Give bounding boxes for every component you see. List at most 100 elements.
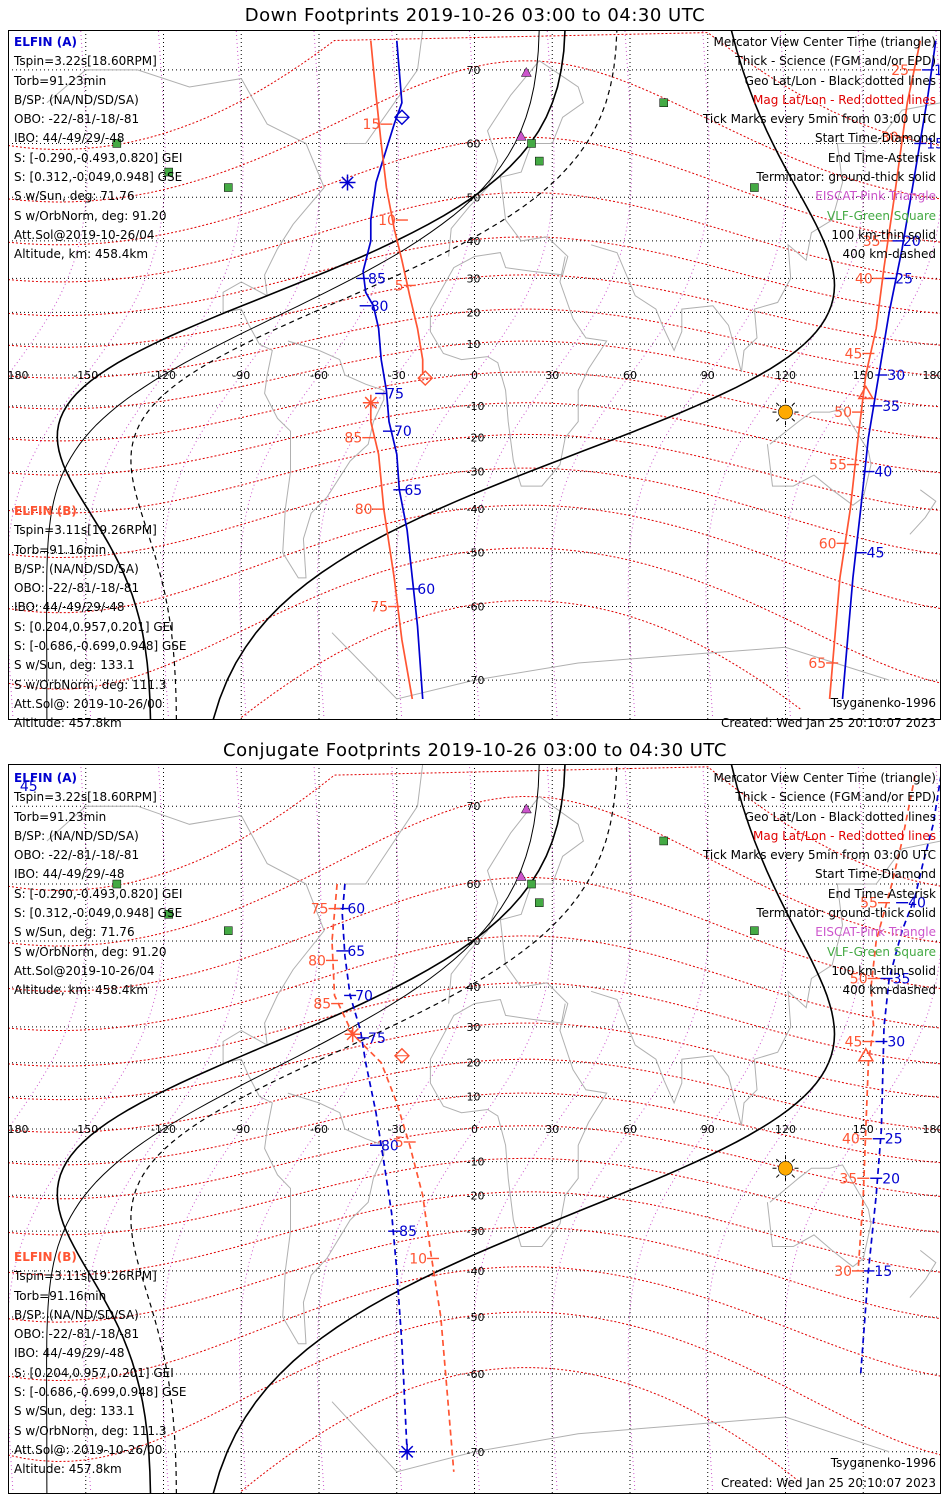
legend-400km: 400 km-dashed: [842, 983, 936, 998]
panel-title: Conjugate Footprints 2019-10-26 03:00 to…: [223, 740, 727, 761]
mercator-map-down: -180 -150 -120 -90 -60 -30 0 30 60 90 120 150 180 70 6…: [8, 30, 941, 720]
info-line: Torb=91.23min: [14, 73, 107, 88]
info-line: Altitude: 457.8km: [14, 716, 122, 731]
lon-tick-label: -90: [232, 369, 250, 382]
mag-latitude-line: [8, 136, 941, 246]
legend-vlf: VLF-Green Square: [827, 944, 936, 959]
lat-tick-label: -50: [467, 547, 485, 560]
lon-tick-label: 180: [923, 369, 942, 382]
lon-tick-label: 90: [701, 369, 715, 382]
mag-latitude-line: [8, 308, 941, 379]
mag-latitude-line: [8, 433, 941, 514]
lon-tick-label: 0: [471, 369, 478, 382]
elfin-a-tick-label: 60: [347, 902, 365, 918]
elfin-a-tick-label: 20: [882, 1171, 900, 1187]
lat-tick-label: -60: [467, 1368, 485, 1381]
eiscat-triangle: [515, 870, 527, 881]
lon-tick-label: -150: [73, 369, 98, 382]
map-frame: [8, 30, 941, 720]
elfin-b-tick-label: 80: [308, 953, 326, 969]
coastline: [429, 795, 608, 1247]
elfin-a-tick-label: 10: [934, 63, 941, 79]
legend-start: Start Time-Diamond: [814, 867, 936, 882]
sun-icon: [778, 404, 793, 420]
legend-geo-grid: Geo Lat/Lon - Black dotted lines: [744, 73, 936, 88]
lon-tick-label: -30: [388, 369, 406, 382]
elfin-b-track: [369, 40, 424, 375]
vlf-square: [224, 183, 233, 192]
elfin-b-start-diamond: [417, 370, 434, 387]
elfin-b-tick-label: 10: [378, 213, 396, 229]
lat-tick-label: 50: [467, 191, 481, 204]
elfin-a-tick-label: 70: [394, 424, 412, 440]
info-line: OBO: -22/-81/-18/-81: [14, 581, 140, 596]
mercator-map-conjugate: -180 -150 -120 -90 -60 -30 0 30 60 90 120 150 180 70 6…: [8, 764, 941, 1494]
elfin-a-tick-label: 25: [895, 271, 913, 287]
coastline: [331, 632, 890, 700]
elfin-a-tick-label: 70: [355, 988, 373, 1004]
elfin-b-tick-label: 35: [839, 1171, 857, 1187]
vlf-square: [535, 156, 544, 166]
info-line: S: [0.204,0.957,0.201] GEI: [14, 619, 174, 634]
model-label: Tsyganenko-1996: [830, 696, 936, 710]
mag-meridian-line: [394, 764, 555, 1494]
coastline: [590, 102, 941, 373]
eiscat-triangle: [520, 66, 532, 77]
lon-tick-label: 30: [545, 1123, 559, 1136]
coastline: [344, 30, 424, 144]
info-line: S: [-0.686,-0.699,0.948] GSE: [14, 639, 187, 654]
lon-tick-label: 120: [775, 1123, 796, 1136]
info-line: S: [0.204,0.957,0.201] GEI: [14, 1365, 174, 1380]
mag-meridian-line: [549, 30, 711, 720]
elfin-a-tick-label: 75: [386, 386, 404, 402]
mag-latitude-line: [8, 236, 941, 317]
lon-tick-label: -120: [151, 1123, 176, 1136]
mag-latitude-line: [8, 547, 941, 690]
lat-tick-label: 70: [467, 800, 481, 813]
vlf-square: [527, 879, 536, 889]
legend-center-time: Mercator View Center Time (triangle): [713, 771, 936, 785]
elfin-a-start-diamond: [393, 109, 410, 126]
sun-ray: [791, 402, 796, 407]
sun-ray: [775, 418, 780, 422]
created-label: Created: Wed Jan 25 20:10:07 2023: [721, 1476, 936, 1490]
elfin-a-tick-label: 30: [887, 368, 905, 384]
mag-latitude-line: [240, 599, 802, 718]
legend-tick-marks: Tick Marks every 5min from 03:00 UTC: [702, 848, 936, 863]
created-label: Created: Wed Jan 25 20:10:07 2023: [721, 716, 936, 730]
elfin-b-tick-label: 30: [881, 130, 899, 146]
legend-end: End Time-Asterisk: [827, 886, 936, 901]
lon-tick-label: -180: [8, 369, 28, 382]
info-line: IBO: 44/-49/29/-48: [14, 1346, 125, 1361]
info-line: S w/OrbNorm, deg: 111.3: [14, 677, 167, 692]
coastline: [429, 60, 608, 487]
elfin-a-tick-label: 20: [903, 234, 921, 250]
elfin-a-end-asterisk: [400, 1445, 414, 1458]
info-line: OBO: -22/-81/-18/-81: [14, 1327, 140, 1342]
lon-tick-label: -120: [151, 369, 176, 382]
lat-tick-label: -40: [467, 503, 485, 516]
elfin-b-tick-label: 55: [829, 458, 847, 474]
mag-latitude-line: [8, 935, 941, 1031]
lat-tick-label: -30: [467, 466, 485, 479]
elfin-a-info: ELFIN (A) Tspin=3.22s[18.60RPM] Torb=91.…: [14, 769, 182, 1001]
lat-tick-label: 20: [467, 306, 481, 319]
elfin-b-tick-label: 5: [395, 278, 404, 294]
mag-latitude-line: [8, 1266, 941, 1382]
legend-mag-grid: Mag Lat/Lon - Red dotted lines: [752, 92, 936, 107]
legend-400km: 400 km-dashed: [842, 247, 936, 262]
mag-latitude-line: [8, 1157, 941, 1236]
lon-tick-label: -60: [310, 1123, 328, 1136]
info-line: IBO: 44/-49/29/-48: [14, 867, 125, 882]
model-label: Tsyganenko-1996: [830, 1456, 936, 1470]
info-line: S: [0.312,-0.049,0.948] GSE: [14, 906, 183, 921]
info-line: B/SP: (NA/ND/SD/SA): [14, 561, 139, 576]
elfin-b-tick-label: 50: [850, 971, 868, 987]
coastline: [909, 489, 937, 535]
info-line: OBO: -22/-81/-18/-81: [14, 848, 140, 863]
elfin-b-tick-label: 40: [855, 271, 873, 287]
elfin-b-tick-label: 25: [891, 63, 909, 79]
info-line: Altitude, km: 458.4km: [14, 247, 149, 262]
lat-tick-label: -30: [467, 1225, 485, 1238]
sun-ray: [791, 418, 796, 422]
